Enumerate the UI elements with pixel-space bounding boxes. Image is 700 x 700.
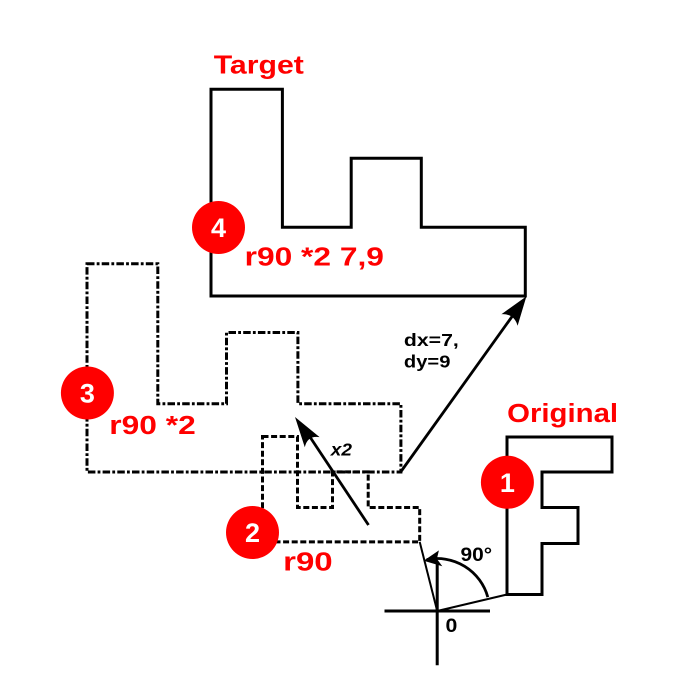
svg-text:dx=7,: dx=7, (404, 330, 459, 350)
svg-text:0: 0 (446, 616, 458, 637)
svg-text:Original: Original (507, 399, 618, 428)
svg-text:r90 *2: r90 *2 (109, 411, 195, 440)
svg-text:r90: r90 (283, 548, 333, 577)
svg-text:4: 4 (211, 213, 226, 243)
svg-text:Target: Target (214, 49, 305, 79)
svg-text:90°: 90° (461, 545, 493, 566)
svg-text:1: 1 (500, 468, 515, 498)
svg-text:r90 *2 7,9: r90 *2 7,9 (245, 243, 384, 272)
svg-text:3: 3 (80, 379, 95, 409)
svg-text:2: 2 (245, 518, 260, 548)
svg-text:x2: x2 (330, 439, 353, 459)
svg-text:dy=9: dy=9 (404, 352, 451, 372)
